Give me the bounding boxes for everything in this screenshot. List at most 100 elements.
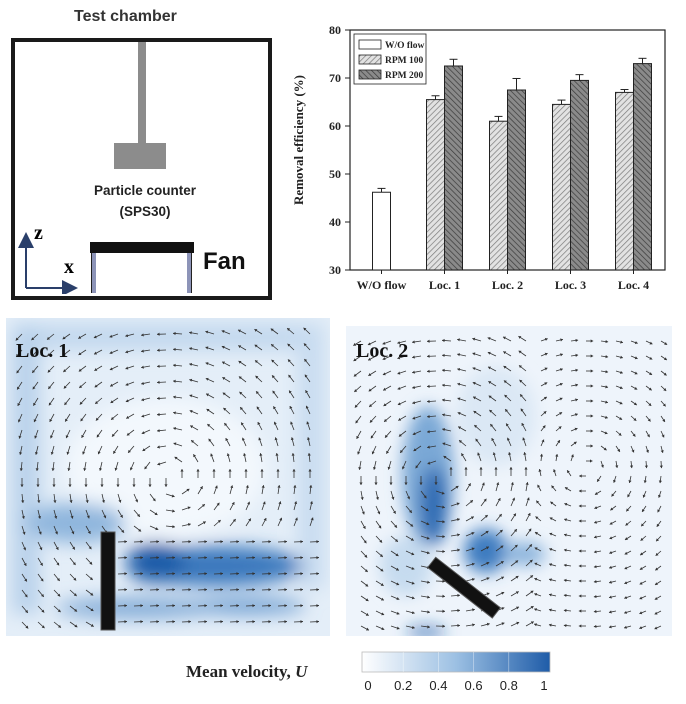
vector-arrowhead [442, 338, 445, 343]
vector-arrowhead [309, 485, 313, 488]
vector-arrowhead [204, 604, 207, 608]
vector-arrowhead [300, 620, 303, 624]
vector-arrowhead [190, 425, 194, 429]
vector-arrowhead [427, 339, 430, 343]
vector-arrowhead [663, 357, 667, 361]
vector-arrowhead [442, 520, 445, 524]
vector-arrowhead [575, 353, 579, 357]
vector-arrowhead [140, 620, 143, 624]
y-axis-title: Removal efficiency (%) [291, 75, 306, 205]
vector-arrowhead [358, 467, 362, 470]
vector-arrowhead [34, 435, 38, 439]
vector-arrowhead [518, 350, 522, 354]
vector-arrowhead [639, 581, 643, 585]
vector-arrowhead [633, 402, 637, 406]
vector-arrowhead [664, 342, 668, 345]
test-chamber-outline [11, 38, 272, 300]
vector-arrowhead [365, 598, 369, 601]
vector-arrowhead [368, 373, 372, 376]
vector-arrowhead [590, 459, 593, 463]
vector-arrowhead [72, 546, 75, 550]
vector-arrowhead [426, 551, 430, 555]
vector-arrowhead [470, 516, 474, 520]
colorbar-tick-label: 0 [364, 678, 371, 693]
vector-arrowhead [284, 620, 287, 624]
vector-arrowhead [509, 467, 513, 470]
vector-arrowhead [379, 539, 383, 543]
vector-arrowhead [472, 623, 475, 627]
vector-arrowhead [81, 434, 85, 438]
vector-arrowhead [252, 540, 255, 544]
vector-arrowhead [300, 604, 303, 608]
vector-arrowhead [624, 537, 628, 540]
velocity-vectors [353, 335, 668, 631]
vector-arrowhead [191, 440, 195, 444]
vector-arrowhead [220, 572, 223, 576]
vector-arrowhead [634, 356, 638, 360]
vector-arrowhead [523, 452, 527, 455]
vector-arrowhead [407, 496, 411, 500]
vector-arrowhead [381, 627, 385, 631]
vector-arrowhead [487, 337, 491, 341]
vector-arrowhead [41, 609, 45, 613]
vector-arrowhead [255, 360, 258, 364]
vector-arrowhead [205, 330, 209, 334]
vector-arrowhead [427, 399, 430, 404]
vector-arrowhead [56, 578, 60, 581]
vector-arrowhead [260, 469, 264, 472]
vector-arrowhead [411, 552, 415, 556]
vector-arrowhead [396, 611, 400, 615]
vector-arrowhead [74, 624, 78, 628]
vector-arrowhead [520, 408, 524, 412]
vector-arrowhead [613, 479, 617, 483]
vector-arrowhead [173, 347, 176, 352]
vector-arrowhead [608, 610, 612, 614]
vector-arrowhead [534, 577, 538, 581]
vector-arrowhead [284, 588, 287, 592]
vector-arrowhead [156, 540, 159, 544]
vector-arrowhead [609, 551, 613, 555]
vector-arrowhead [619, 417, 623, 420]
vector-arrowhead [17, 419, 21, 423]
vector-arrowhead [188, 572, 191, 576]
vector-arrowhead [549, 593, 552, 597]
vector-arrowhead [124, 604, 127, 608]
fan-body-vertical [100, 531, 116, 631]
vector-arrowhead [355, 420, 359, 424]
vector-arrowhead [382, 372, 386, 376]
x-tick-label: W/O flow [357, 278, 407, 292]
vector-arrowhead [304, 374, 308, 378]
vector-arrowhead [94, 384, 98, 388]
vector-arrowhead [557, 440, 560, 444]
vector-arrowhead [534, 532, 538, 535]
loc1-label: Loc. 1 [16, 340, 69, 362]
vector-arrowhead [172, 556, 175, 560]
vector-arrowhead [524, 467, 528, 470]
vector-arrowhead [534, 623, 537, 627]
vector-arrowhead [634, 371, 638, 375]
vector-arrowhead [236, 588, 239, 592]
vector-arrowhead [20, 484, 24, 487]
vector-arrowhead [369, 404, 373, 407]
vector-arrowhead [593, 565, 597, 569]
vector-arrowhead [649, 372, 653, 375]
fan-leg-left [91, 253, 96, 293]
flow-map-loc2 [346, 326, 672, 636]
vector-arrowhead [384, 434, 388, 438]
vector-arrowhead [485, 531, 489, 534]
vector-arrowhead [382, 357, 386, 360]
vector-arrowhead [648, 402, 652, 406]
vector-arrowhead [442, 624, 445, 628]
vector-arrowhead [498, 514, 502, 517]
vector-arrowhead [79, 385, 83, 388]
vector-arrowhead [316, 588, 319, 592]
vector-arrowhead [560, 338, 563, 342]
vector-arrowhead [287, 343, 291, 347]
bar [507, 89, 526, 271]
vector-arrowhead [32, 386, 36, 390]
vector-arrowhead [427, 595, 430, 599]
vector-arrowhead [204, 572, 207, 576]
vector-arrowhead [654, 611, 658, 615]
vector-arrowhead [121, 529, 125, 533]
vector-arrowhead [70, 515, 74, 519]
